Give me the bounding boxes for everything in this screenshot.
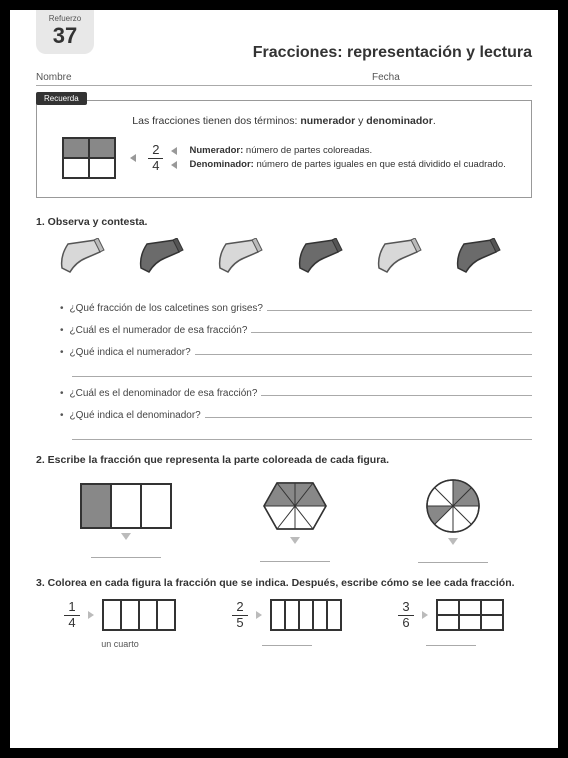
bullet-text: ¿Qué indica el denominador? [70,410,201,421]
answer-line[interactable] [418,553,488,563]
page-title: Fracciones: representación y lectura [36,44,532,62]
frac-d: 6 [398,616,413,630]
arrow-right-icon [422,611,428,619]
fraction: 14 [64,600,79,630]
fig-pie [418,478,488,563]
badge-number: 37 [36,23,94,49]
arrow-down-icon [448,538,458,545]
socks-row [36,238,532,286]
remember-intro: Las fracciones tienen dos términos: nume… [53,115,515,127]
sock-icon [213,238,275,286]
arrow-down-icon [121,533,131,540]
fraction: 2 4 [148,143,163,173]
arrow-icon [171,147,177,155]
q1-bullets: ¿Qué fracción de los calcetines son gris… [36,300,532,440]
fraction: 36 [398,600,413,630]
question-1: 1. Observa y contesta. ¿Qué fracción de … [36,216,532,440]
intro-b: numerador [300,115,355,127]
sock-icon [451,238,513,286]
worksheet-page: Refuerzo 37 Fracciones: representación y… [10,10,558,748]
arrow-icon [171,161,177,169]
name-date-row: Nombre Fecha [36,72,532,86]
arrow-left-icon [130,154,136,162]
q2-figures [36,478,532,563]
arrow-down-icon [290,537,300,544]
remember-box: Recuerda Las fracciones tienen dos térmi… [36,100,532,198]
q3-caption: un cuarto [101,639,139,649]
num-text: número de partes coloreadas. [243,145,372,156]
remember-tab: Recuerda [36,92,87,105]
pie-icon [425,478,481,534]
question-3: 3. Colorea en cada figura la fracción qu… [36,577,532,649]
q3-title: 3. Colorea en cada figura la fracción qu… [36,577,532,589]
answer-line[interactable] [195,344,532,355]
q1-bullet: ¿Qué fracción de los calcetines son gris… [60,300,532,314]
answer-line[interactable] [72,366,532,377]
grid-fifths-icon[interactable] [270,599,342,631]
q3-items: 14 un cuarto 25 36 [36,599,532,649]
bullet-text: ¿Qué indica el numerador? [70,347,191,358]
fraction-display: 2 4 Numerador: número de partes coloread… [130,143,506,173]
answer-line[interactable] [267,300,532,311]
answer-line[interactable] [426,637,476,646]
q3-item: 25 [232,599,341,646]
intro-d: denominador [366,115,433,127]
q3-item: 36 [398,599,503,646]
hexagon-icon [260,479,330,533]
sock-icon [293,238,355,286]
question-2: 2. Escribe la fracción que representa la… [36,454,532,563]
answer-line[interactable] [91,548,161,558]
answer-line[interactable] [205,407,532,418]
answer-line[interactable] [72,429,532,440]
intro-e: . [433,115,436,127]
fig-rect [80,483,172,558]
q1-bullet: ¿Cuál es el denominador de esa fracción? [60,385,532,399]
intro-a: Las fracciones tienen dos términos: [132,115,300,127]
arrow-right-icon [256,611,262,619]
q1-bullet: ¿Qué indica el denominador? [60,407,532,440]
grid-quarters-icon[interactable] [102,599,176,631]
rect-thirds-icon [80,483,172,529]
lesson-badge: Refuerzo 37 [36,10,94,54]
fraction-labels: Numerador: número de partes coloreadas. … [189,144,505,173]
q2-title: 2. Escribe la fracción que representa la… [36,454,532,466]
answer-line[interactable] [251,322,532,333]
den-text: número de partes iguales en que está div… [254,159,506,170]
frac-n: 3 [398,600,413,615]
num-label: Numerador: [189,145,243,156]
sock-icon [372,238,434,286]
q1-bullet: ¿Cuál es el numerador de esa fracción? [60,322,532,336]
q1-title: 1. Observa y contesta. [36,216,532,228]
bullet-text: ¿Cuál es el denominador de esa fracción? [70,388,258,399]
frac-n: 1 [64,600,79,615]
fraction-denominator: 4 [148,159,163,173]
q1-bullet: ¿Qué indica el numerador? [60,344,532,377]
frac-d: 5 [232,616,247,630]
intro-c: y [355,115,366,127]
fraction-numerator: 2 [148,143,163,158]
sock-icon [55,238,117,286]
fraction-grid-icon [62,137,116,179]
arrow-right-icon [88,611,94,619]
fig-hex [260,479,330,562]
den-label: Denominador: [189,159,253,170]
fraction: 25 [232,600,247,630]
remember-content: 2 4 Numerador: número de partes coloread… [53,137,515,179]
sock-icon [134,238,196,286]
frac-n: 2 [232,600,247,615]
frac-d: 4 [64,616,79,630]
q3-item: 14 un cuarto [64,599,175,649]
badge-label: Refuerzo [36,14,94,23]
grid-sixths-icon[interactable] [436,599,504,631]
bullet-text: ¿Cuál es el numerador de esa fracción? [70,325,248,336]
bullet-text: ¿Qué fracción de los calcetines son gris… [70,303,263,314]
name-field-label: Nombre [36,72,372,83]
answer-line[interactable] [261,385,532,396]
answer-line[interactable] [262,637,312,646]
date-field-label: Fecha [372,72,532,83]
answer-line[interactable] [260,552,330,562]
